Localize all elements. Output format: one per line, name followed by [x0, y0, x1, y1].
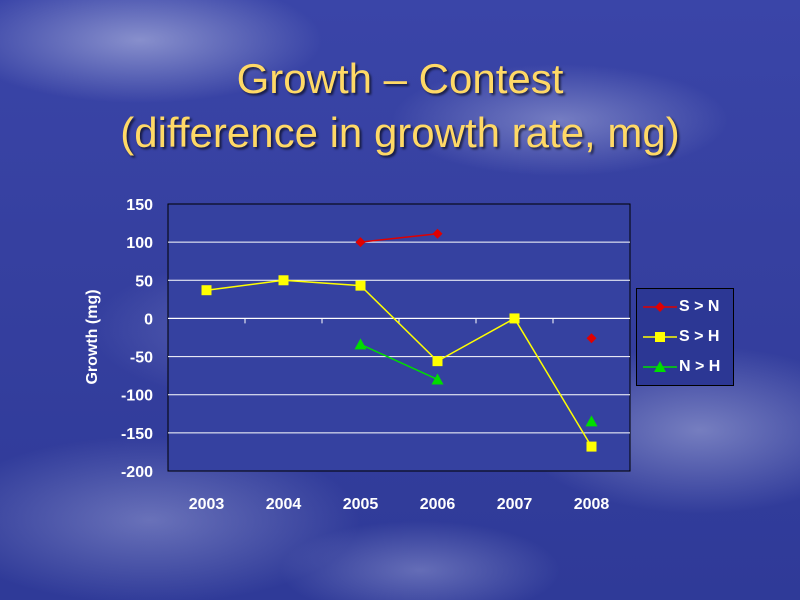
data-point-s-h — [278, 275, 289, 286]
data-point-s-h — [586, 441, 597, 452]
data-point-s-h — [509, 313, 520, 324]
x-tick-label: 2008 — [574, 496, 610, 513]
x-tick-label: 2006 — [420, 496, 456, 513]
legend-item-s-n: S > N — [641, 297, 731, 317]
data-point-s-h — [432, 356, 443, 367]
data-point-s-h — [201, 285, 212, 296]
data-point-s-n — [432, 228, 443, 239]
series-line-s-h — [359, 285, 439, 362]
slide-title-line-1: Growth – Contest — [236, 55, 564, 102]
x-axis-ticks: 2003 2004 2005 2006 2007 2008 — [189, 496, 610, 513]
legend-label-n-h: N > H — [679, 358, 721, 375]
series-markers — [201, 228, 598, 452]
y-tick-label: -150 — [121, 426, 153, 443]
series-lines — [206, 233, 593, 447]
y-tick-label: -200 — [121, 464, 153, 481]
y-tick-label: 150 — [126, 197, 153, 214]
legend-item-n-h: N > H — [641, 357, 731, 377]
x-tick-label: 2007 — [497, 496, 533, 513]
data-point-n-h — [431, 373, 444, 385]
series-line-s-n — [360, 233, 438, 243]
data-point-n-h — [585, 415, 598, 427]
y-axis-label: Growth (mg) — [84, 289, 101, 384]
x-tick-label: 2005 — [343, 496, 379, 513]
y-tick-label: -50 — [130, 350, 153, 367]
legend-swatch-s-n — [643, 302, 677, 312]
y-axis-ticks: 150 100 50 0 -50 -100 -150 -200 — [121, 197, 153, 481]
plot-area — [167, 203, 631, 472]
plot-background — [167, 203, 631, 472]
series-line-s-h — [513, 318, 593, 447]
data-point-s-h — [355, 280, 366, 291]
legend-label-s-n: S > N — [679, 298, 720, 315]
y-tick-label: 0 — [144, 311, 153, 328]
chart-legend: S > N S > H N > H — [636, 288, 734, 386]
legend-item-s-h: S > H — [641, 327, 731, 347]
series-line-s-h — [437, 317, 515, 362]
x-tick-label: 2003 — [189, 496, 225, 513]
slide-title-line-2: (difference in growth rate, mg) — [120, 109, 680, 156]
legend-swatch-n-h — [643, 361, 677, 372]
y-tick-label: -100 — [121, 388, 153, 405]
y-tick-label: 100 — [126, 235, 153, 252]
x-tick-label: 2004 — [266, 496, 302, 513]
slide-title: Growth – Contest (difference in growth r… — [0, 52, 800, 160]
data-point-s-n — [355, 237, 366, 248]
legend-swatch-s-h — [643, 332, 677, 342]
data-point-s-n — [586, 333, 597, 344]
y-tick-label: 50 — [135, 273, 153, 290]
series-line-s-h — [283, 279, 361, 287]
series-line-s-h — [206, 279, 284, 291]
legend-label-s-h: S > H — [679, 328, 720, 345]
series-line-n-h — [360, 343, 438, 381]
data-point-n-h — [354, 338, 367, 350]
